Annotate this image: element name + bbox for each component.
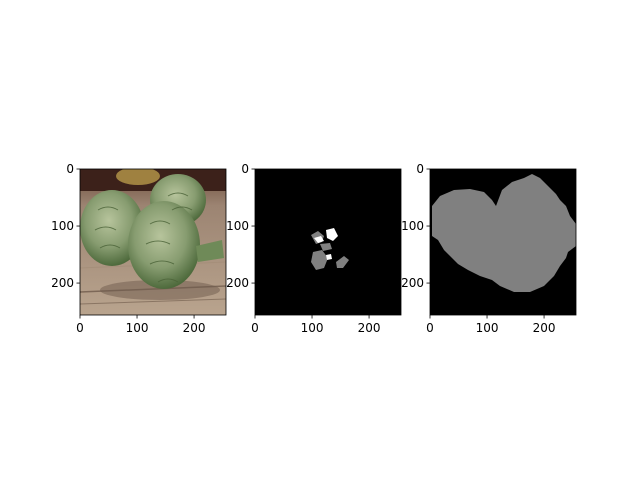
petal-edge (149, 220, 171, 225)
shadow (100, 280, 220, 300)
x-tick-label: 0 (76, 321, 84, 335)
y-tick-label: 100 (51, 219, 74, 233)
artichoke-photo (80, 169, 226, 315)
x-tick-label: 200 (533, 321, 556, 335)
x-tick-label: 200 (183, 321, 206, 335)
mask-panel-full (429, 168, 577, 316)
mask-background (255, 169, 401, 315)
x-tick-label: 0 (251, 321, 259, 335)
axes-frame (79, 168, 227, 316)
y-tick-label: 200 (51, 276, 74, 290)
x-tick-label: 100 (301, 321, 324, 335)
petal-edge (97, 206, 119, 211)
y-tick-label: 200 (401, 276, 424, 290)
petal-edge (149, 260, 175, 265)
y-tick-label: 100 (226, 219, 249, 233)
axes-frame (429, 168, 577, 316)
wood-grain (80, 298, 226, 305)
mask-region (314, 236, 324, 243)
petal-details (94, 192, 193, 283)
y-tick-label: 200 (226, 276, 249, 290)
axes-frame (254, 168, 402, 316)
petal-edge (94, 226, 117, 231)
mask-region (311, 250, 328, 270)
y-tick-label: 100 (401, 219, 424, 233)
mask-region (320, 243, 332, 251)
artichoke-stem (196, 240, 224, 262)
x-tick-label: 100 (476, 321, 499, 335)
x-tick-label: 0 (426, 321, 434, 335)
petal-edge (99, 244, 121, 249)
artichoke-front (128, 201, 200, 289)
mask-region (432, 174, 576, 292)
mask-panel-sparse (254, 168, 402, 316)
x-tick-label: 100 (126, 321, 149, 335)
mask-region (336, 256, 349, 268)
petal-edge (145, 240, 171, 245)
y-tick-label: 0 (66, 162, 74, 176)
x-tick-label: 200 (358, 321, 381, 335)
bottle-glow (116, 169, 160, 185)
photo-panel (79, 168, 227, 316)
mask-region (326, 228, 338, 241)
axis-ticks: 0 100 200 0 100 200 0 100 200 0 100 200 0 100 200 0 100 2… (51, 162, 555, 335)
petal-edge (157, 278, 179, 283)
petal-edge (171, 206, 193, 211)
mask-region (326, 254, 332, 260)
y-tick-label: 0 (241, 162, 249, 176)
petal-edge (167, 192, 189, 197)
y-tick-label: 0 (416, 162, 424, 176)
